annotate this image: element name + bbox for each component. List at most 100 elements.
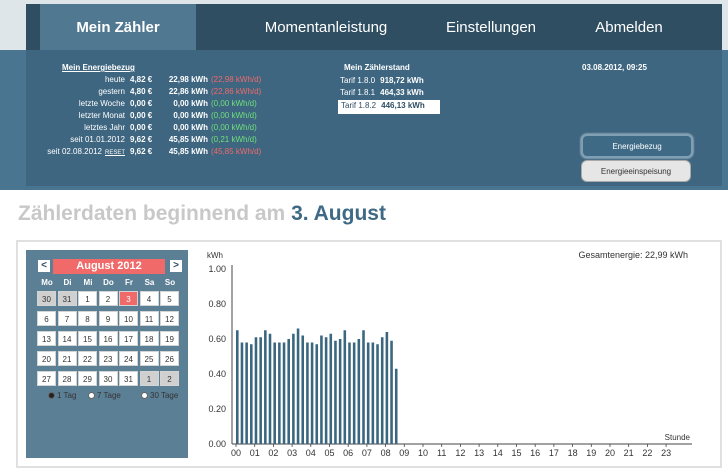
- calendar-day[interactable]: 5: [160, 291, 179, 306]
- calendar-day[interactable]: 15: [78, 331, 97, 346]
- next-month-button[interactable]: >: [170, 260, 182, 272]
- page-title: Zählerdaten beginnend am 3. August: [18, 202, 386, 226]
- calendar-day[interactable]: 1: [139, 371, 159, 386]
- calendar-day[interactable]: 31: [119, 371, 138, 386]
- radio-icon: [48, 392, 55, 400]
- calendar-day[interactable]: 9: [98, 311, 118, 326]
- energy-row-label-text: letzter Monat: [78, 111, 125, 120]
- y-tick-label: 0.00: [208, 439, 226, 449]
- energy-row-label: letzter Monat: [79, 111, 125, 120]
- energy-chart: 0.00 0.20 0.40 0.60 0.80 1.00 kWh 00 01 02 03 04 05 0…: [207, 250, 692, 458]
- option-1-tag[interactable]: 1 Tag: [48, 391, 76, 400]
- calendar-day[interactable]: 22: [78, 351, 97, 366]
- prev-month-button[interactable]: <: [38, 260, 50, 272]
- calendar-day[interactable]: 6: [37, 311, 56, 326]
- option-7-tage[interactable]: 7 Tage: [88, 391, 121, 400]
- energy-rate: (0,00 kWh/d): [211, 99, 257, 108]
- nav-abmelden[interactable]: Abmelden: [595, 18, 663, 36]
- calendar-day[interactable]: 29: [78, 371, 97, 386]
- calendar-day[interactable]: 13: [37, 331, 56, 346]
- option-label: 1 Tag: [57, 391, 77, 400]
- calendar-day[interactable]: 25: [139, 351, 159, 366]
- x-tick-label: 07: [362, 448, 372, 458]
- calendar-day[interactable]: 30: [37, 291, 56, 306]
- calendar-day[interactable]: 26: [160, 351, 179, 366]
- nav-mein-zaehler[interactable]: Mein Zähler: [40, 4, 196, 50]
- calendar-day[interactable]: 4: [139, 291, 159, 306]
- calendar-day[interactable]: 21: [57, 351, 77, 366]
- calendar-day[interactable]: 17: [119, 331, 138, 346]
- energieeinspeisung-button[interactable]: Energieeinspeisung: [581, 160, 691, 182]
- reset-link[interactable]: RESET: [104, 150, 125, 156]
- calendar-day[interactable]: 12: [160, 311, 179, 326]
- energy-kwh: 0,00 kWh: [173, 99, 208, 108]
- weekday-label: Sa: [144, 278, 155, 287]
- page-title-prefix: Zählerdaten beginnend am: [18, 202, 286, 225]
- energy-kwh: 45,85 kWh: [168, 135, 208, 144]
- chart-bar: [264, 330, 267, 444]
- calendar-day[interactable]: 30: [98, 371, 118, 386]
- chart-bar: [394, 368, 398, 444]
- x-tick-label: 23: [661, 448, 671, 458]
- calendar-day[interactable]: 31: [57, 291, 77, 306]
- energy-row-label: seit 01.01.2012: [70, 135, 125, 144]
- chart-bar: [348, 342, 351, 444]
- calendar-day[interactable]: 16: [98, 331, 118, 346]
- y-tick-label: 1.00: [208, 264, 226, 274]
- energy-cost: 0,00 €: [130, 99, 153, 108]
- y-tick-label: 0.20: [208, 404, 226, 414]
- chart-bar: [250, 344, 253, 444]
- calendar-day[interactable]: 19: [160, 331, 179, 346]
- calendar-day[interactable]: 23: [98, 351, 118, 366]
- tariff-name: Tarif 1.8.0: [340, 76, 376, 85]
- chart-bar: [366, 342, 370, 444]
- chart-bar: [338, 339, 342, 444]
- energy-kwh: 22,98 kWh: [168, 75, 208, 84]
- calendar-day[interactable]: 3: [119, 291, 138, 306]
- energy-rate: (22,86 kWh/d): [211, 87, 262, 96]
- energy-kwh: 0,00 kWh: [173, 123, 208, 132]
- energy-row-label-text: gestern: [98, 87, 125, 96]
- tariff-row[interactable]: Tarif 1.8.2 446,13 kWh: [338, 100, 440, 114]
- tariff-value: 918,72 kWh: [380, 76, 424, 85]
- calendar-day[interactable]: 27: [37, 371, 56, 386]
- tariff-row[interactable]: Tarif 1.8.0 918,72 kWh: [338, 76, 438, 88]
- nav-einstellungen[interactable]: Einstellungen: [445, 18, 537, 36]
- calendar-day[interactable]: 11: [139, 311, 159, 326]
- chart-bar: [292, 333, 295, 444]
- calendar-day[interactable]: 28: [57, 371, 77, 386]
- x-tick-label: 00: [231, 448, 241, 458]
- calendar-day[interactable]: 10: [119, 311, 138, 326]
- energy-row-label-text: letztes Jahr: [84, 123, 125, 132]
- nav-momentanleistung[interactable]: Momentanleistung: [264, 18, 388, 36]
- calendar-day[interactable]: 2: [98, 291, 118, 306]
- tariff-row[interactable]: Tarif 1.8.1 464,33 kWh: [338, 88, 438, 100]
- calendar-day[interactable]: 8: [78, 311, 97, 326]
- energy-row-label: letztes Jahr: [84, 123, 125, 132]
- energiebezug-button[interactable]: Energiebezug: [581, 134, 693, 158]
- chart-bar: [273, 342, 276, 444]
- y-tick-label: 0.60: [208, 334, 226, 344]
- chart-bar: [390, 340, 393, 444]
- energy-row-label: seit 02.08.2012 RESET: [47, 147, 125, 156]
- calendar-day[interactable]: 24: [119, 351, 138, 366]
- calendar-day[interactable]: 14: [57, 331, 77, 346]
- y-tick-label: 0.40: [208, 369, 226, 379]
- energy-kwh: 22,86 kWh: [168, 87, 208, 96]
- tariff-name: Tarif 1.8.2: [341, 101, 377, 110]
- y-axis-label: kWh: [207, 251, 223, 260]
- energy-row: gestern 4,80 € 22,86 kWh (22,86 kWh/d): [26, 87, 326, 99]
- calendar-day[interactable]: 20: [37, 351, 56, 366]
- chart-bar: [278, 342, 281, 444]
- energy-row: letztes Jahr 0,00 € 0,00 kWh (0,00 kWh/d): [26, 123, 326, 135]
- summary-panel: Mein Energiebezug Mein Zählerstand 03.08…: [26, 50, 722, 186]
- calendar: < August 2012 > Mo Di Mi Do Fr Sa So 30 31 1 2 3 4 5 6…: [26, 250, 188, 458]
- option-30-tage[interactable]: 30 Tage: [141, 391, 178, 400]
- calendar-day[interactable]: 1: [78, 291, 97, 306]
- x-tick-label: 13: [474, 448, 484, 458]
- energy-row: seit 01.01.2012 9,62 € 45,85 kWh (0,21 kWh/…: [26, 135, 326, 147]
- calendar-day[interactable]: 18: [139, 331, 159, 346]
- calendar-day[interactable]: 2: [160, 371, 179, 386]
- weekday-label: Do: [103, 278, 114, 287]
- calendar-day[interactable]: 7: [57, 311, 77, 326]
